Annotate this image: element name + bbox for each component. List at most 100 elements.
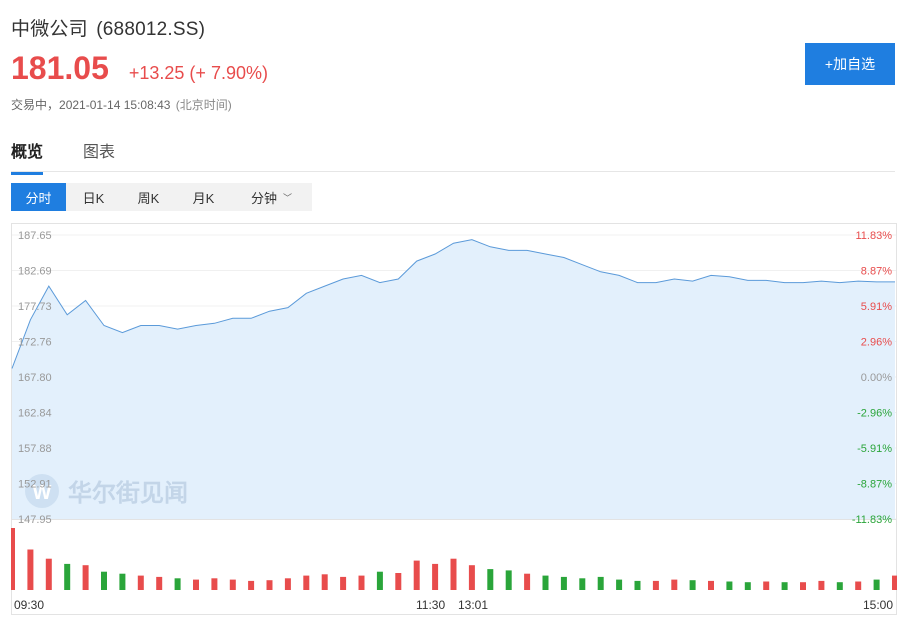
trading-status: 交易中，2021-01-14 15:08:43 (北京时间)	[11, 96, 232, 113]
y-tick-label: 147.95	[18, 514, 52, 526]
y-tick-pct: -8.87%	[857, 479, 892, 491]
x-tick-label: 11:30	[416, 598, 445, 612]
period-tabs: 分时 日K 周K 月K 分钟 ﹀	[11, 183, 312, 211]
y-tick-pct: -2.96%	[857, 408, 892, 420]
volume-bar	[64, 563, 71, 590]
tab-intraday[interactable]: 分时	[11, 183, 66, 211]
stock-name: 中微公司	[11, 19, 88, 40]
volume-bar	[818, 580, 825, 590]
volume-bar	[726, 581, 733, 590]
y-tick-pct: 2.96%	[861, 337, 892, 349]
volume-bar	[82, 565, 89, 590]
volume-bar	[744, 582, 751, 590]
volume-bar	[413, 560, 420, 590]
chevron-down-icon: ﹀	[283, 192, 293, 203]
status-text: 交易中，	[11, 98, 60, 112]
volume-bar	[671, 579, 678, 590]
volume-bar	[156, 576, 163, 590]
volume-bar	[358, 575, 365, 590]
volume-bar	[101, 571, 107, 590]
volume-bar	[321, 574, 328, 590]
price-change: +13.25 (+ 7.90%)	[128, 63, 268, 83]
tab-weekly-k[interactable]: 周K	[137, 190, 160, 206]
intraday-chart[interactable]: W 华尔街见闻 187.65 182.69 177.73 172.76 167.80 16…	[11, 223, 897, 615]
volume-bar	[836, 582, 843, 590]
volume-bar	[193, 579, 199, 590]
volume-bar	[487, 569, 494, 590]
price-row: 181.05 +13.25 (+ 7.90%)	[11, 50, 268, 87]
tab-monthly-k[interactable]: 月K	[192, 190, 215, 206]
volume-bar	[119, 573, 126, 590]
volume-bar	[855, 581, 862, 590]
volume-bar	[229, 579, 236, 590]
tab-overview[interactable]: 概览	[11, 138, 44, 175]
y-tick-label: 172.76	[18, 337, 52, 349]
volume-bar	[616, 579, 623, 590]
volume-bar	[634, 580, 641, 590]
volume-bar	[597, 576, 604, 590]
add-watchlist-button[interactable]: +加自选	[805, 43, 895, 85]
volume-bar	[432, 563, 439, 590]
volume-bar	[873, 579, 880, 590]
x-tick-label: 09:30	[14, 598, 44, 612]
y-tick-label: 167.80	[18, 372, 52, 384]
volume-bar	[468, 565, 475, 590]
volume-bar	[542, 575, 549, 590]
x-axis: 09:30 11:30 13:01 15:00	[14, 598, 893, 612]
volume-bar	[708, 580, 714, 590]
volume-bar	[781, 582, 788, 590]
y-tick-label: 187.65	[18, 230, 52, 242]
tab-minute-dropdown[interactable]: 分钟 ﹀	[250, 190, 293, 206]
volume-bar	[579, 578, 586, 590]
y-axis-right: 11.83% 8.87% 5.91% 2.96% 0.00% -2.96% -5.91% -8…	[852, 230, 892, 526]
y-tick-pct: 8.87%	[861, 266, 892, 278]
volume-bar	[11, 528, 15, 590]
y-tick-pct: -11.83%	[852, 514, 892, 526]
y-tick-label: 152.91	[18, 479, 52, 491]
volume-bar	[450, 558, 457, 590]
stock-header: 中微公司 (688012.SS)	[11, 14, 205, 41]
volume-bar	[763, 581, 770, 590]
volume-bar	[395, 573, 402, 590]
tab-divider	[11, 171, 895, 172]
y-tick-pct: 5.91%	[861, 301, 892, 313]
volume-bar	[284, 578, 291, 590]
volume-bar	[248, 580, 255, 590]
y-axis-left: 187.65 182.69 177.73 172.76 167.80 162.84 157.…	[18, 230, 52, 526]
volume-bar	[303, 575, 310, 590]
volume-bar	[174, 578, 181, 590]
volume-bars	[11, 528, 897, 590]
volume-bar	[689, 580, 696, 590]
watermark-logo-letter: W	[33, 482, 52, 504]
stock-code: (688012.SS)	[96, 19, 206, 40]
price-line	[11, 239, 895, 369]
main-tabs: 概览 图表	[11, 138, 115, 175]
y-tick-pct: -5.91%	[857, 443, 892, 455]
status-timestamp: 2021-01-14 15:08:43	[59, 98, 171, 112]
volume-bar	[27, 549, 34, 590]
price-area	[12, 239, 895, 519]
volume-bar	[376, 571, 383, 590]
volume-bar	[560, 576, 567, 590]
y-tick-label: 177.73	[18, 301, 52, 313]
y-tick-label: 162.84	[18, 408, 52, 420]
volume-bar	[211, 578, 218, 590]
x-tick-label: 13:01	[458, 598, 488, 612]
y-tick-pct: 0.00%	[861, 372, 892, 384]
volume-bar	[505, 570, 512, 590]
watermark-logo-icon	[25, 474, 59, 508]
volume-bar	[340, 576, 347, 590]
volume-bar	[137, 575, 144, 590]
watermark: W 华尔街见闻	[25, 474, 188, 508]
volume-bar	[45, 558, 52, 590]
y-tick-pct: 11.83%	[856, 230, 893, 242]
tab-daily-k[interactable]: 日K	[82, 190, 105, 206]
y-tick-label: 182.69	[18, 266, 52, 278]
volume-bar	[800, 582, 806, 590]
tab-chart[interactable]: 图表	[83, 144, 116, 161]
y-tick-label: 157.88	[18, 443, 52, 455]
volume-bar	[524, 573, 531, 590]
x-tick-label: 15:00	[863, 598, 893, 612]
current-price: 181.05	[11, 50, 109, 86]
volume-bar	[266, 580, 273, 590]
